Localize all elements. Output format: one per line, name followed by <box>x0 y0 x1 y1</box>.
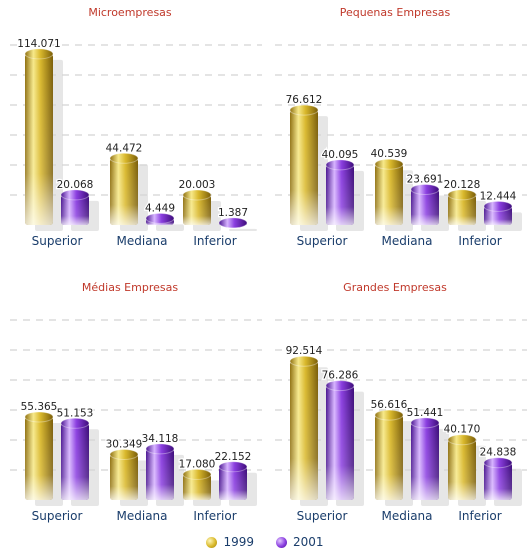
category-label-superior: Superior <box>32 234 83 248</box>
legend-label-2001: 2001 <box>293 535 324 549</box>
bar-1999-mediana <box>374 409 413 506</box>
data-label-1999-inferior: 20.128 <box>444 179 481 191</box>
chart-title: Pequenas Empresas <box>340 6 451 19</box>
data-label-2001-mediana: 51.441 <box>407 407 444 419</box>
data-label-1999-superior: 92.514 <box>286 345 323 357</box>
data-label-2001-mediana: 23.691 <box>407 173 444 185</box>
bar-1999-superior <box>24 411 63 506</box>
data-label-2001-mediana: 34.118 <box>142 433 179 445</box>
category-label-mediana: Mediana <box>117 234 168 248</box>
chart-panel-1: Microempresas 114.071 20.068 Superior 44.472… <box>10 6 262 248</box>
data-label-2001-superior: 76.286 <box>322 370 359 382</box>
legend-swatch-2001 <box>276 536 287 548</box>
bar-2001-mediana <box>145 212 184 231</box>
data-label-1999-mediana: 40.539 <box>371 148 408 160</box>
category-label-mediana: Mediana <box>382 509 433 523</box>
bar-2001-superior <box>60 189 99 231</box>
legend-item-1999: 1999 <box>206 535 254 549</box>
data-label-1999-superior: 55.365 <box>21 401 58 413</box>
category-label-mediana: Mediana <box>117 509 168 523</box>
bar-1999-inferior <box>447 434 486 506</box>
bar-2001-inferior <box>483 200 522 231</box>
bar-2001-superior <box>325 380 364 506</box>
data-label-2001-superior: 20.068 <box>57 179 94 191</box>
data-label-2001-inferior: 12.444 <box>480 190 517 202</box>
data-label-2001-inferior: 22.152 <box>215 451 252 463</box>
data-label-1999-superior: 114.071 <box>17 38 60 50</box>
bar-1999-superior <box>24 48 63 232</box>
bar-2001-inferior <box>218 461 257 506</box>
data-label-1999-inferior: 40.170 <box>444 424 481 436</box>
data-label-2001-inferior: 1.387 <box>218 207 248 219</box>
data-label-1999-inferior: 17.080 <box>179 458 216 470</box>
bar-2001-superior <box>325 159 364 231</box>
category-label-inferior: Inferior <box>458 509 501 523</box>
category-label-inferior: Inferior <box>193 509 236 523</box>
chart-title: Microempresas <box>88 6 172 19</box>
bar-1999-inferior <box>182 468 221 506</box>
bar-2001-mediana <box>410 417 449 506</box>
bar-1999-superior <box>289 104 328 231</box>
bar-1999-mediana <box>109 152 148 231</box>
data-label-1999-superior: 76.612 <box>286 94 323 106</box>
legend-item-2001: 2001 <box>276 535 324 549</box>
category-label-superior: Superior <box>32 509 83 523</box>
category-label-superior: Superior <box>297 234 348 248</box>
chart-panel-4: Grandes Empresas 92.514 76.286 Superior 56.6… <box>275 281 527 523</box>
data-label-1999-mediana: 30.349 <box>106 438 143 450</box>
bar-2001-inferior <box>218 217 257 231</box>
data-label-1999-mediana: 56.616 <box>371 399 408 411</box>
data-label-2001-superior: 40.095 <box>322 149 359 161</box>
bar-1999-mediana <box>374 158 413 231</box>
bar-1999-mediana <box>109 448 148 506</box>
data-label-1999-inferior: 20.003 <box>179 179 216 191</box>
bar-2001-mediana <box>145 443 184 506</box>
data-label-1999-mediana: 44.472 <box>106 142 143 154</box>
bar-1999-inferior <box>182 189 221 231</box>
chart-title: Médias Empresas <box>82 281 178 294</box>
chart-title: Grandes Empresas <box>343 281 447 294</box>
category-label-inferior: Inferior <box>193 234 236 248</box>
legend-label-1999: 1999 <box>223 535 254 549</box>
category-label-mediana: Mediana <box>382 234 433 248</box>
bar-2001-mediana <box>410 183 449 231</box>
bar-1999-superior <box>289 355 328 506</box>
legend-swatch-1999 <box>206 536 218 548</box>
bar-1999-inferior <box>447 189 486 231</box>
chart-panel-2: Pequenas Empresas 76.612 40.095 Superior 40.… <box>275 6 527 248</box>
data-label-2001-superior: 51.153 <box>57 407 94 419</box>
data-label-2001-mediana: 4.449 <box>145 202 175 214</box>
category-label-inferior: Inferior <box>458 234 501 248</box>
bar-2001-superior <box>60 417 99 506</box>
data-label-2001-inferior: 24.838 <box>480 447 517 459</box>
category-label-superior: Superior <box>297 509 348 523</box>
bar-2001-inferior <box>483 457 522 506</box>
legend: 1999 2001 <box>0 532 530 552</box>
